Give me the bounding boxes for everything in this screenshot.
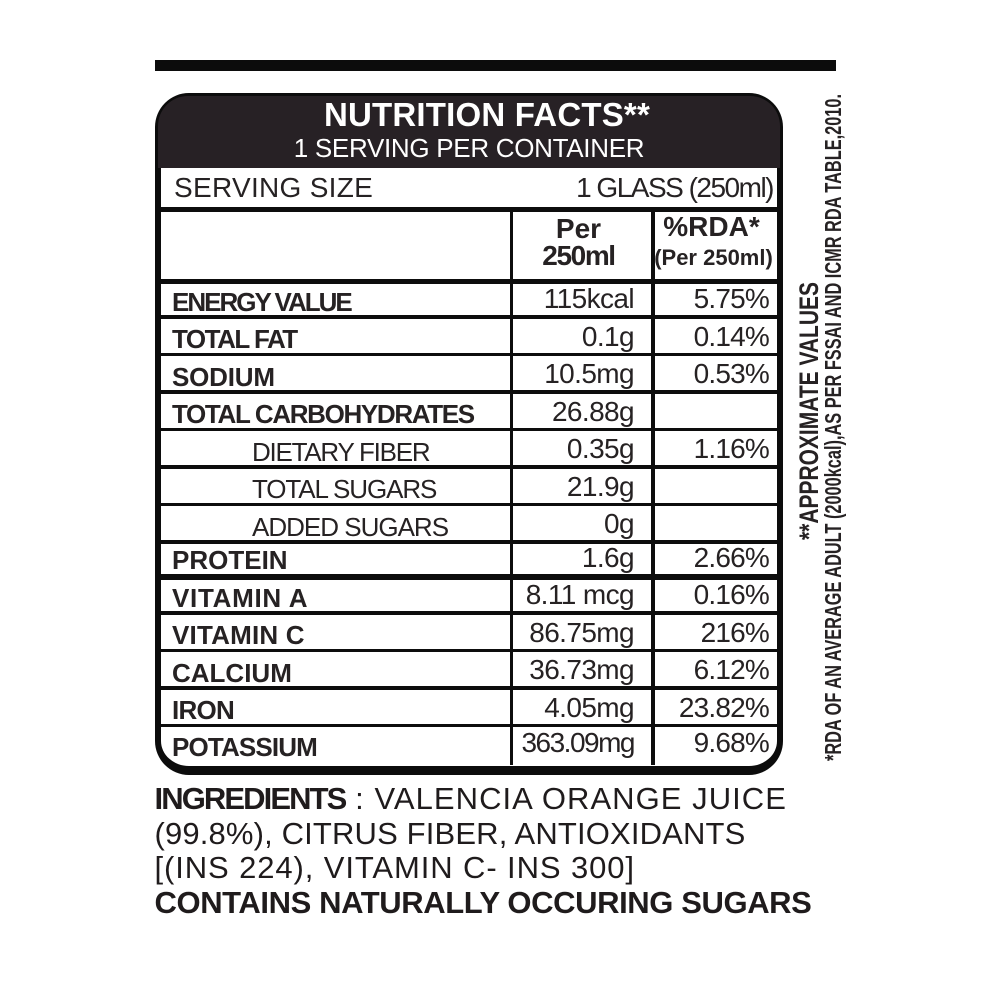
svg-text:*RDA OF AN AVERAGE ADULT (2000: *RDA OF AN AVERAGE ADULT (2000kcal),AS P… (820, 94, 846, 761)
svg-text:**APPROXIMATE VALUES: **APPROXIMATE VALUES (794, 282, 824, 540)
